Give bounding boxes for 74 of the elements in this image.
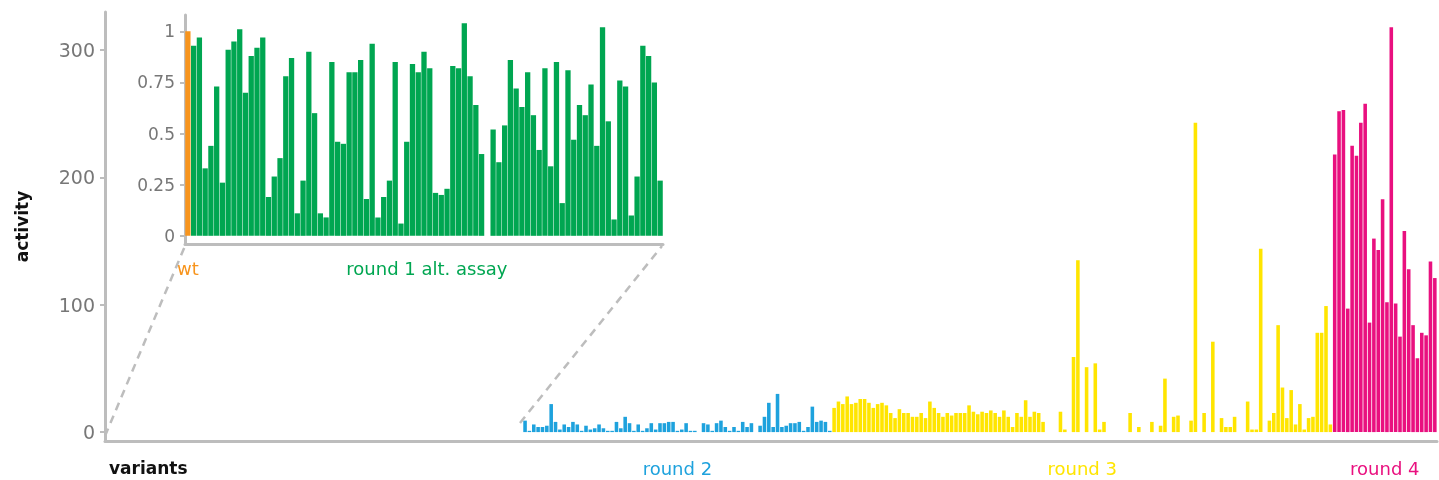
bar [1176, 415, 1180, 433]
bar [784, 425, 789, 433]
y-tick-label: 0.75 [137, 72, 175, 93]
x-axis-title: variants [109, 458, 188, 478]
y-tick-label: 200 [58, 166, 95, 189]
bar [915, 416, 919, 433]
bar [671, 421, 675, 433]
bar [1350, 145, 1354, 433]
bar [1211, 341, 1215, 433]
bar [880, 402, 884, 433]
bar [1363, 103, 1367, 433]
bar [906, 412, 910, 433]
y-tick-label: 100 [58, 293, 95, 316]
bar [1076, 260, 1080, 433]
bar [954, 412, 958, 433]
bar [597, 424, 601, 433]
bar [636, 424, 641, 433]
y-tick-label: 1 [164, 21, 175, 42]
y-tick-label: 0.25 [137, 174, 175, 195]
bar [719, 420, 723, 433]
bar [919, 412, 923, 433]
bar [549, 404, 553, 433]
bar [1102, 421, 1106, 433]
bar [1419, 332, 1424, 433]
bar [901, 412, 906, 433]
bar [1276, 325, 1280, 433]
bar [980, 411, 984, 433]
series-label: round 4 [1350, 457, 1420, 479]
bar [1372, 238, 1376, 433]
bar [531, 424, 536, 433]
bar [989, 410, 993, 433]
bar [928, 401, 932, 433]
bar [819, 420, 823, 433]
bar [1298, 404, 1302, 433]
bar [684, 423, 688, 433]
series-label: round 1 alt. assay [346, 257, 508, 279]
bar [845, 396, 849, 433]
bar [732, 427, 736, 433]
bar [854, 402, 858, 433]
bar [975, 414, 980, 433]
bar [793, 423, 797, 433]
bar [623, 416, 627, 433]
bar [858, 398, 863, 433]
series-label: wt [176, 257, 199, 279]
bar [1202, 412, 1206, 433]
bar [658, 423, 662, 433]
bar [1128, 412, 1132, 433]
y-axis-title: activity [11, 190, 32, 263]
bar [536, 427, 540, 433]
series-label: round 3 [1047, 457, 1117, 479]
bar [993, 412, 997, 433]
series-label: round 2 [642, 457, 713, 479]
bar [1137, 427, 1141, 433]
bar [706, 424, 710, 433]
y-tick-label: 0 [164, 225, 175, 246]
y-tick-label: 0 [82, 421, 95, 444]
y-tick-label: 0.5 [147, 123, 175, 144]
bar [185, 31, 191, 236]
bar [967, 405, 971, 433]
bar [1002, 410, 1006, 433]
bar [1015, 412, 1019, 433]
bar [1289, 390, 1293, 433]
bar [1163, 378, 1167, 433]
bar [941, 416, 945, 433]
bar [571, 421, 575, 433]
bar [1337, 111, 1341, 433]
bar [767, 402, 771, 433]
bar [1324, 306, 1328, 433]
bar [867, 402, 871, 433]
bar [584, 425, 588, 433]
bar [523, 420, 527, 433]
bar [1150, 421, 1154, 433]
y-tick-label: 300 [58, 39, 95, 62]
bar [562, 424, 567, 433]
